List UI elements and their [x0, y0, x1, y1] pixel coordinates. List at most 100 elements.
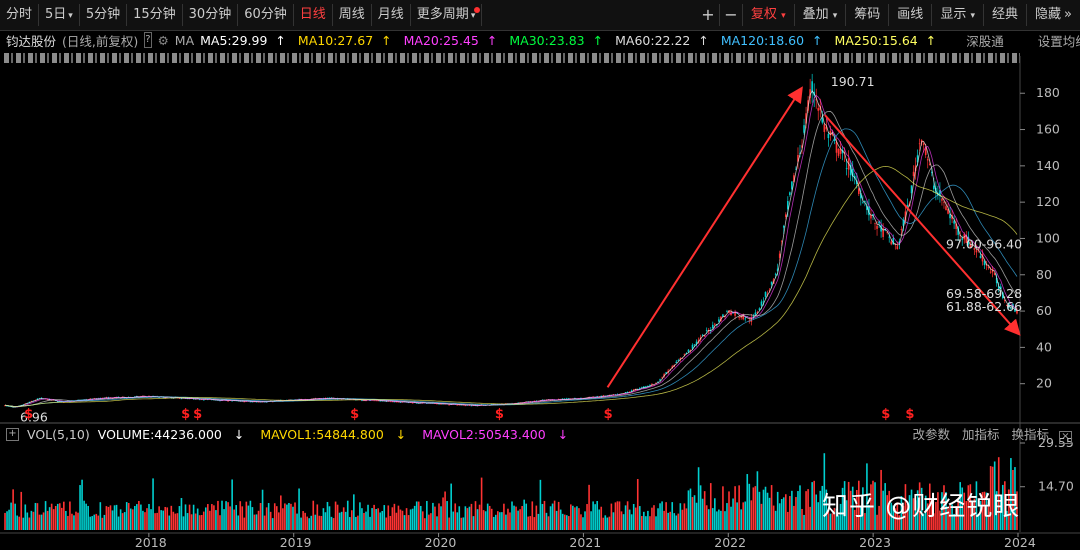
period-tab-7[interactable]: 周线: [333, 4, 372, 26]
zoom-in-button[interactable]: +: [697, 4, 720, 26]
fuquan-dropdown[interactable]: 复权 ▾: [743, 4, 795, 26]
volume-bar: [375, 508, 377, 530]
candle-body: [182, 397, 185, 399]
volume-bar: [304, 512, 306, 530]
ma-value-4: MA60:22.22 ↑: [615, 33, 715, 48]
volume-bar: [121, 513, 124, 530]
switch-indicator-link[interactable]: 换指标: [1011, 427, 1050, 442]
candle-body: [961, 238, 964, 240]
volume-bar: [624, 505, 627, 530]
draw-line-button[interactable]: 画线: [889, 4, 933, 26]
volume-bar: [302, 511, 304, 530]
volume-bar: [28, 517, 31, 530]
up-arrow-icon: ↑: [698, 32, 709, 48]
candle-body: [890, 241, 893, 245]
period-tab-3[interactable]: 15分钟: [127, 4, 183, 26]
set-ma-link[interactable]: 设置均线 ▾: [1026, 34, 1080, 49]
candle-body: [732, 312, 734, 314]
hide-button[interactable]: 隐藏»: [1027, 4, 1080, 26]
candle-body: [265, 401, 268, 403]
candle-body: [645, 386, 647, 388]
volume-bar: [614, 502, 617, 530]
volume-bar: [239, 501, 242, 530]
volume-bar: [38, 514, 41, 530]
candle-body: [600, 395, 603, 397]
candle-body: [935, 188, 937, 193]
overlay-dropdown[interactable]: 叠加 ▾: [795, 4, 847, 26]
period-tab-6[interactable]: 日线: [294, 4, 333, 26]
candle-body: [277, 400, 280, 402]
candle-body: [993, 272, 996, 275]
volume-bar: [693, 495, 696, 530]
period-tab-9[interactable]: 更多周期 ▾: [411, 4, 483, 26]
classic-button[interactable]: 经典: [984, 4, 1028, 26]
expand-icon[interactable]: +: [6, 427, 19, 441]
volume-bar: [486, 503, 489, 530]
volume-bar: [89, 516, 91, 530]
candle-body: [853, 175, 856, 179]
volume-bar: [146, 508, 148, 530]
volume-bar: [454, 503, 457, 530]
volume-bar: [12, 489, 14, 530]
candle-body: [472, 405, 475, 407]
candle-body: [716, 324, 718, 326]
volume-bar: [766, 492, 769, 530]
volume-bar: [813, 480, 815, 530]
zoom-out-button[interactable]: −: [720, 4, 743, 26]
candle-body: [521, 402, 523, 404]
add-indicator-link[interactable]: 加指标: [962, 427, 1000, 442]
candle-body: [908, 203, 911, 207]
signal-mark: $: [181, 407, 190, 422]
volume-bar: [322, 508, 325, 530]
candle-body: [316, 398, 319, 400]
chips-button[interactable]: 筹码: [846, 4, 890, 26]
candle-body: [460, 404, 463, 406]
candle-body: [409, 402, 412, 403]
candle-body: [271, 401, 274, 403]
candle-body: [774, 273, 777, 275]
volume-bar: [474, 501, 477, 530]
volume-bar: [697, 467, 700, 530]
candle-body: [204, 398, 207, 400]
candle-body: [565, 398, 568, 400]
candle-body: [941, 198, 943, 201]
candle-body: [156, 396, 158, 398]
candle-body: [973, 248, 976, 250]
candle-body: [582, 398, 584, 399]
volume-bar: [819, 490, 822, 530]
candle-body: [172, 397, 175, 399]
period-tab-0[interactable]: 分时: [0, 4, 40, 26]
candle-body: [531, 401, 534, 403]
volume-bar: [8, 509, 10, 530]
candle-body: [957, 227, 959, 235]
volume-bar: [778, 503, 781, 530]
edit-params-link[interactable]: 改参数: [912, 427, 951, 442]
display-dropdown[interactable]: 显示 ▾: [932, 4, 984, 26]
volume-bar: [782, 497, 785, 530]
volume-bar: [580, 514, 582, 530]
help-icon[interactable]: ?: [144, 32, 152, 48]
candle-body: [253, 401, 256, 403]
close-icon[interactable]: ×: [1059, 431, 1072, 444]
candle-body: [369, 400, 371, 401]
ma-value-text: MA10:27.67: [297, 32, 374, 48]
period-tab-5[interactable]: 60分钟: [238, 4, 294, 26]
price-tick-label: 40: [1036, 339, 1052, 354]
candle-body: [864, 201, 866, 202]
period-tab-4[interactable]: 30分钟: [183, 4, 239, 26]
period-tab-1[interactable]: 5日 ▾: [39, 4, 80, 26]
sgt-link[interactable]: 深股通: [966, 33, 1004, 49]
gear-icon[interactable]: ⚙: [157, 32, 169, 48]
candle-body: [306, 399, 308, 401]
candle-body: [188, 398, 191, 399]
candle-body: [225, 399, 227, 401]
volume-bar: [555, 510, 558, 530]
candle-body: [198, 399, 201, 401]
volume-bar: [20, 491, 23, 530]
volume-bar: [14, 503, 16, 530]
period-tab-8[interactable]: 月线: [372, 4, 411, 26]
volume-bar: [172, 511, 175, 530]
volume-bar: [207, 504, 209, 530]
period-tab-2[interactable]: 5分钟: [80, 4, 128, 26]
